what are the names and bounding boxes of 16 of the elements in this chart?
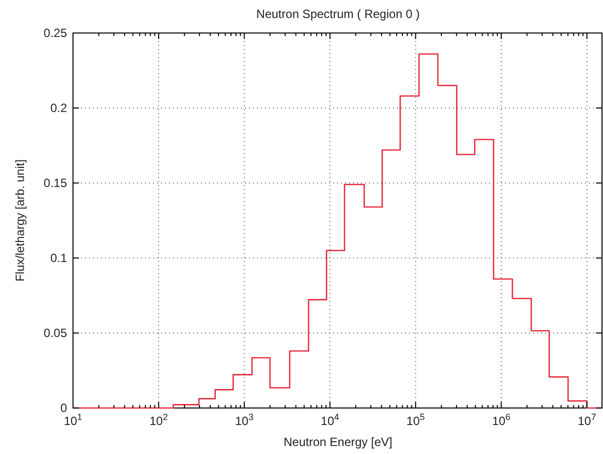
- x-tick-label: 10$^{6}$: [492, 412, 510, 428]
- x-tick-label: 10$^{5}$: [406, 412, 425, 428]
- x-axis-title: Neutron Energy [eV]: [284, 435, 392, 449]
- x-tick-label: 10$^{3}$: [235, 412, 254, 428]
- chart-title: Neutron Spectrum ( Region 0 ): [256, 7, 420, 21]
- x-tick-label: 10$^{4}$: [320, 412, 340, 428]
- x-tick-label: 10$^{1}$: [64, 412, 82, 428]
- y-tick-label: 0.25: [44, 26, 68, 40]
- y-axis-title: Flux/lethargy [arb. unit]: [13, 159, 27, 282]
- y-tick-label: 0.05: [44, 326, 68, 340]
- y-tick-label: 0.1: [50, 251, 68, 265]
- x-tick-label: 10$^{2}$: [149, 412, 168, 428]
- y-tick-label: 0: [60, 401, 68, 415]
- x-tick-label: 10$^{7}$: [578, 412, 596, 428]
- y-tick-label: 0.15: [44, 176, 68, 190]
- y-tick-label: 0.2: [50, 101, 68, 115]
